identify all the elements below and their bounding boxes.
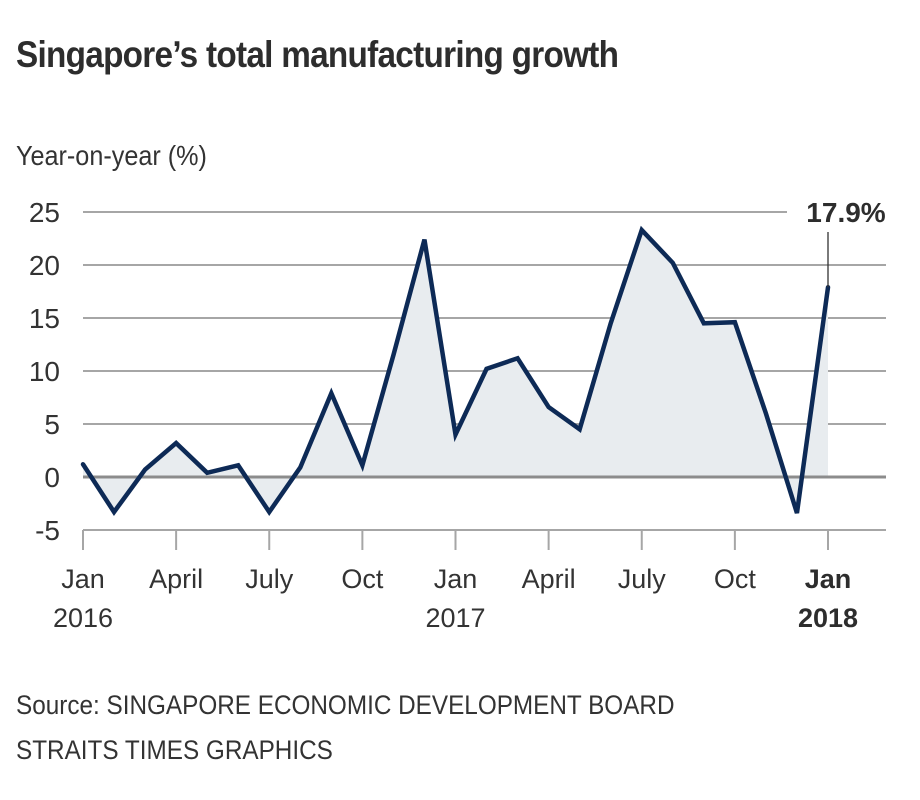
data-point [143,468,147,472]
y-tick-label: 15 [29,303,60,334]
data-point [485,367,489,371]
data-point [267,510,271,514]
data-point [329,391,333,395]
y-tick-label: 20 [29,250,60,281]
data-point [609,321,613,325]
x-tick-label: July [245,564,294,594]
x-tick-year-label: 2017 [425,603,485,633]
y-tick-label: 0 [44,462,60,493]
x-tick-year-label: 2016 [53,603,113,633]
annotation-label: 17.9% [806,197,885,228]
data-point [205,471,209,475]
x-tick-label: Jan [805,564,852,594]
data-point [112,510,116,514]
y-tick-label: 10 [29,356,60,387]
data-point [391,353,395,357]
x-tick-label: Oct [341,564,384,594]
data-point [360,463,364,467]
line-chart: Jan 2016 April July Oct Jan 2017 April July Oct Ja… [29,197,886,633]
data-point [422,238,426,242]
y-axis-label: Year-on-year (%) [16,140,207,171]
x-tick-label: April [149,564,203,594]
series-line [80,225,831,516]
source-note: Source: SINGAPORE ECONOMIC DEVELOPMENT B… [16,690,675,720]
x-tick-label: Jan [61,564,105,594]
y-tick-label: 25 [29,197,60,228]
x-tick-label: Jan [434,564,478,594]
y-axis: 25 20 15 10 5 0 -5 [29,197,60,546]
data-point [671,261,675,265]
data-point [733,320,737,324]
data-point [81,462,85,466]
x-tick-label: July [618,564,667,594]
data-point [236,463,240,467]
x-tick-year-label: 2018 [798,603,858,633]
data-point [578,427,582,431]
y-tick-label: 5 [44,409,60,440]
data-point [454,433,458,437]
y-tick-label: -5 [35,515,60,546]
x-tick-label: April [522,564,576,594]
data-point [547,405,551,409]
data-point [174,441,178,445]
x-axis: Jan 2016 April July Oct Jan 2017 April July Oct Ja… [53,530,858,633]
data-point [298,465,302,469]
data-point [640,228,644,232]
graphics-credit: STRAITS TIMES GRAPHICS [16,735,333,765]
data-point [795,511,799,515]
x-tick-label: Oct [714,564,757,594]
area-fill [83,230,828,514]
chart-title: Singapore’s total manufacturing growth [16,34,619,75]
data-point [516,356,520,360]
annotations: 17.9% [806,197,886,288]
data-point [702,321,706,325]
data-point [764,411,768,415]
